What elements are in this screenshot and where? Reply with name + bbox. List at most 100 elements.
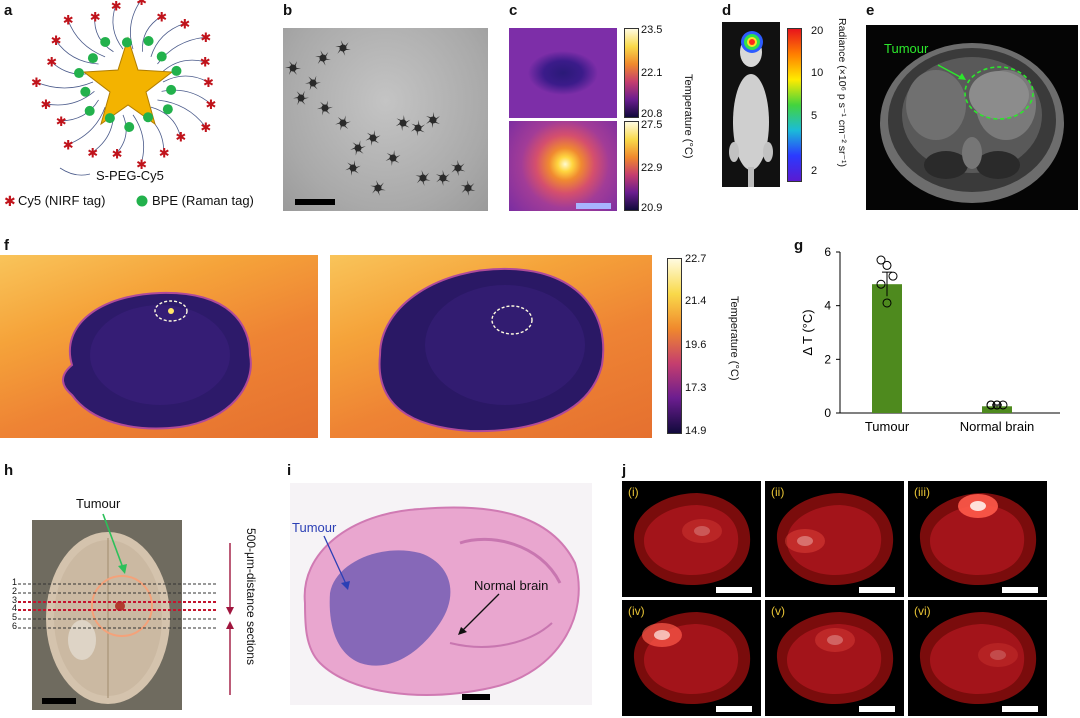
- sub-panel-label: (iv): [628, 604, 645, 618]
- data-point: [882, 298, 892, 308]
- cy5-dye-icon: ✱: [51, 33, 62, 48]
- nanostar-particle: [317, 100, 333, 116]
- histology-tumour-label: Tumour: [292, 520, 337, 535]
- nanostar-particle: [335, 115, 351, 131]
- tick-label: 19.6: [685, 339, 707, 351]
- cy5-dye-icon: ✱: [63, 12, 74, 27]
- bpe-molecule-icon: [87, 53, 98, 64]
- nanostar-particle: [426, 112, 440, 128]
- fluorescence-section-tile: (vi): [908, 600, 1047, 716]
- nanostar-particle: [365, 130, 381, 146]
- bpe-molecule-icon: [104, 113, 115, 124]
- tick-label: 21.4: [685, 295, 707, 307]
- temperature-colorbar-bottom: [624, 121, 639, 211]
- y-tick-label: 6: [824, 245, 831, 259]
- nanostar-particle: [415, 170, 431, 186]
- bpe-molecule-icon: [124, 121, 135, 132]
- panel-label-g: g: [794, 237, 804, 254]
- data-point: [986, 400, 996, 410]
- nanostar-particle: [345, 160, 361, 176]
- brain-photo: [32, 520, 182, 710]
- bpe-molecule-icon: [100, 36, 111, 47]
- panel-label-h: h: [4, 462, 14, 479]
- bar: [982, 406, 1012, 413]
- thermal-brain-image-right: [330, 255, 652, 438]
- histology-normal-arrow: [458, 593, 500, 635]
- peg-cy5-label: S-PEG-Cy5: [96, 168, 164, 183]
- gold-nanostar-icon: [82, 36, 174, 126]
- cy5-dye-icon: ✱: [63, 138, 74, 153]
- radiance-axis-label: Radiance (×10⁶ p s⁻¹ cm⁻² sr⁻¹): [836, 18, 848, 168]
- data-point: [998, 400, 1008, 410]
- y-tick-label: 2: [824, 352, 831, 366]
- hotspot-outline: [491, 305, 533, 335]
- section-number: 2: [12, 586, 18, 596]
- nanostar-particle: [293, 90, 309, 106]
- mri-image: [866, 25, 1078, 210]
- fluorescence-section-tile: (ii): [765, 481, 904, 597]
- scale-bar: [716, 587, 752, 593]
- cy5-dye-icon: ✱: [206, 97, 217, 112]
- tumour-arrow: [102, 513, 127, 574]
- sub-panel-label: (vi): [914, 604, 931, 618]
- cy5-legend-label: Cy5 (NIRF tag): [18, 193, 106, 208]
- tick-label: 5: [811, 110, 818, 122]
- radiance-colorbar: [787, 28, 802, 182]
- section-number: 3: [12, 595, 18, 605]
- scale-bar: [859, 587, 895, 593]
- delta-t-bar-chart: 0 2 4 6 Δ T (°C) Tumour Normal brain: [800, 245, 1060, 434]
- panel-label-a: a: [4, 2, 13, 19]
- panel-label-i: i: [287, 462, 292, 479]
- y-tick-label: 4: [824, 299, 831, 313]
- histology-tumour-arrow: [323, 535, 350, 590]
- bpe-molecule-icon: [73, 68, 84, 79]
- sub-panel-label: (iii): [914, 485, 930, 499]
- bpe-molecule-icon: [143, 35, 154, 46]
- data-point: [992, 400, 1002, 410]
- bpe-legend-label: BPE (Raman tag): [152, 193, 254, 208]
- tick-label: 10: [811, 67, 824, 79]
- nanostar-particle: [435, 170, 451, 186]
- section-number: 4: [12, 603, 18, 613]
- y-axis-label: Δ T (°C): [800, 309, 815, 355]
- cy5-dye-icon: ✱: [111, 0, 122, 13]
- bpe-molecule-icon: [166, 84, 177, 95]
- nanostar-particle: [410, 120, 426, 136]
- scale-bar: [859, 706, 895, 712]
- cy5-legend-icon: ✱: [4, 193, 16, 209]
- cy5-dye-icon: ✱: [175, 129, 186, 144]
- nanostar-particle: [460, 180, 476, 196]
- scale-bar: [462, 694, 490, 700]
- x-tick-label: Tumour: [865, 419, 910, 434]
- fluorescence-section-tile: (v): [765, 600, 904, 716]
- temperature-colorbar-f: [667, 258, 682, 434]
- panel-label-f: f: [4, 237, 9, 254]
- nanostar-particle: [385, 150, 401, 166]
- y-tick-label: 0: [824, 406, 831, 420]
- section-number: 6: [12, 621, 18, 631]
- tick-label: 20: [811, 25, 824, 37]
- scale-bar: [295, 199, 335, 205]
- mouse-fluorescence-image: [722, 22, 780, 187]
- sections-arrows: [226, 543, 234, 695]
- panel-label-e: e: [866, 2, 875, 19]
- bpe-molecule-icon: [80, 86, 91, 97]
- cy5-dye-icon: ✱: [90, 10, 101, 25]
- fluorescence-section-tile: (iv): [622, 600, 761, 716]
- panel-label-j: j: [622, 462, 627, 479]
- section-lines: [18, 583, 218, 629]
- histology-image: [290, 483, 592, 705]
- scale-bar: [1002, 706, 1038, 712]
- cy5-dye-icon: ✱: [156, 10, 167, 25]
- tick-label: 14.9: [685, 425, 707, 437]
- tick-label: 20.9: [641, 202, 663, 214]
- thermal-image-bottom: [509, 121, 617, 211]
- sub-panel-label: (v): [771, 604, 785, 618]
- sub-panel-label: (i): [628, 485, 639, 499]
- cy5-dye-icon: ✱: [31, 75, 42, 90]
- bpe-molecule-icon: [171, 65, 182, 76]
- tick-label: 2: [811, 165, 818, 177]
- section-number: 5: [12, 612, 18, 622]
- tick-label: 27.5: [641, 119, 663, 131]
- x-tick-label: Normal brain: [960, 419, 1034, 434]
